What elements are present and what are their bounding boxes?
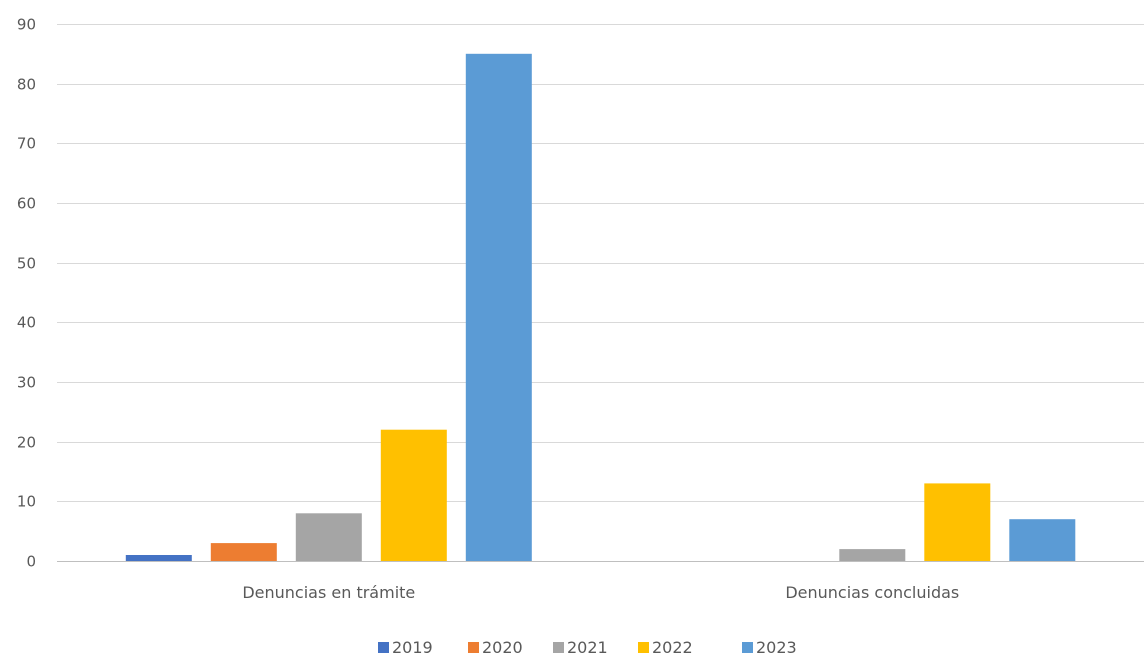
- legend-label-2020: 2020: [482, 638, 523, 657]
- y-tick-label: 50: [17, 255, 36, 273]
- y-tick-label: 30: [17, 374, 36, 392]
- y-tick-label: 80: [17, 76, 36, 94]
- gridlines: [57, 24, 1144, 502]
- y-tick-label: 0: [26, 553, 36, 571]
- y-tick-label: 40: [17, 314, 36, 332]
- y-tick-label: 10: [17, 493, 36, 511]
- y-tick-label: 60: [17, 195, 36, 213]
- legend-label-2023: 2023: [756, 638, 797, 657]
- category-labels: Denuncias en trámite Denuncias concluidas: [242, 583, 959, 602]
- bar-2022-en-tramite: [380, 429, 447, 561]
- legend-label-2022: 2022: [652, 638, 693, 657]
- legend: 2019 2020 2021 2022 2023: [378, 638, 797, 657]
- bar-2020-en-tramite: [210, 543, 277, 561]
- y-axis-tick-labels: 0 10 20 30 40 50 60 70 80 90: [17, 16, 36, 571]
- legend-label-2019: 2019: [392, 638, 433, 657]
- bar-2023-en-tramite: [465, 53, 532, 562]
- bar-2022-concluidas: [924, 483, 991, 561]
- legend-swatch-2021: [553, 642, 564, 653]
- bars: [125, 53, 1076, 562]
- legend-swatch-2019: [378, 642, 389, 653]
- x-category-label: Denuncias en trámite: [242, 583, 415, 602]
- bar-2023-concluidas: [1009, 519, 1076, 561]
- y-tick-label: 70: [17, 135, 36, 153]
- legend-label-2021: 2021: [567, 638, 608, 657]
- legend-swatch-2023: [742, 642, 753, 653]
- bar-2021-en-tramite: [295, 513, 362, 561]
- y-tick-label: 20: [17, 434, 36, 452]
- y-tick-label: 90: [17, 16, 36, 34]
- bar-2021-concluidas: [839, 549, 906, 561]
- bar-2019-en-tramite: [125, 555, 192, 561]
- x-category-label: Denuncias concluidas: [785, 583, 959, 602]
- legend-swatch-2022: [638, 642, 649, 653]
- legend-swatch-2020: [468, 642, 479, 653]
